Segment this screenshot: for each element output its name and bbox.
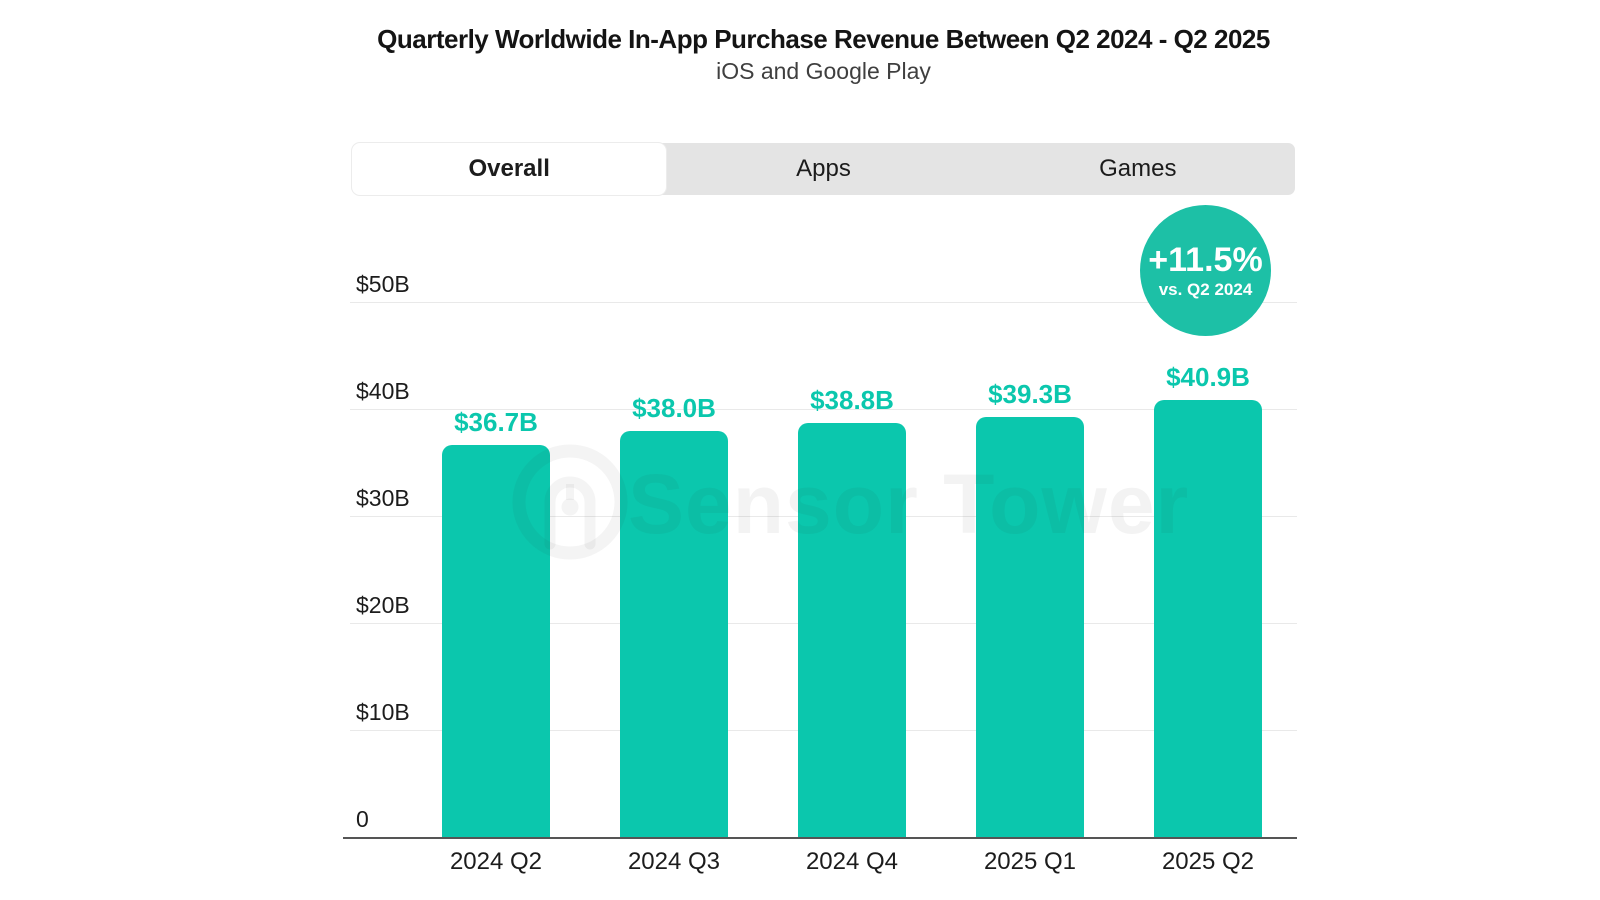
bar-2025-q2	[1154, 400, 1262, 838]
bar-2024-q3	[620, 431, 728, 838]
bar-2025-q1	[976, 417, 1084, 838]
bar-value-label: $36.7B	[454, 407, 538, 437]
chart-title: Quarterly Worldwide In-App Purchase Reve…	[377, 24, 1270, 54]
sensor-tower-logo-icon	[512, 444, 628, 560]
tab-games[interactable]: Games	[1099, 155, 1177, 182]
growth-badge: +11.5% vs. Q2 2024	[1140, 205, 1271, 336]
bar-value-label: $38.8B	[810, 385, 894, 415]
growth-badge-value: +11.5%	[1148, 240, 1263, 279]
y-gridline-40	[350, 409, 1297, 410]
tab-overall[interactable]: Overall	[352, 143, 667, 195]
chart-subtitle: iOS and Google Play	[716, 58, 931, 84]
bar-value-label: $39.3B	[988, 379, 1072, 409]
x-axis-label: 2024 Q2	[449, 848, 543, 875]
bar-2024-q2	[442, 445, 550, 838]
growth-badge-caption: vs. Q2 2024	[1158, 279, 1253, 299]
y-tick-label-30: $30B	[356, 485, 410, 511]
y-tick-label-0: 0	[356, 806, 369, 832]
x-axis-label: 2025 Q2	[1161, 848, 1255, 875]
x-axis-label: 2024 Q4	[805, 848, 899, 875]
bar-value-label: $40.9B	[1166, 362, 1250, 392]
sensor-tower-watermark: Sensor Tower	[628, 457, 1190, 551]
x-axis-line	[343, 837, 1297, 839]
y-tick-label-20: $20B	[356, 592, 410, 618]
bar-2024-q4	[798, 423, 906, 838]
x-axis-label: 2025 Q1	[983, 848, 1077, 875]
y-tick-label-40: $40B	[356, 378, 410, 404]
tab-bar: Overall Apps Games	[352, 143, 1295, 195]
bar-value-label: $38.0B	[632, 393, 716, 423]
x-axis-label: 2024 Q3	[627, 848, 721, 875]
y-tick-label-50: $50B	[356, 271, 410, 297]
y-tick-label-10: $10B	[356, 699, 410, 725]
tab-apps[interactable]: Apps	[796, 155, 851, 182]
y-gridline-50	[350, 302, 1297, 303]
